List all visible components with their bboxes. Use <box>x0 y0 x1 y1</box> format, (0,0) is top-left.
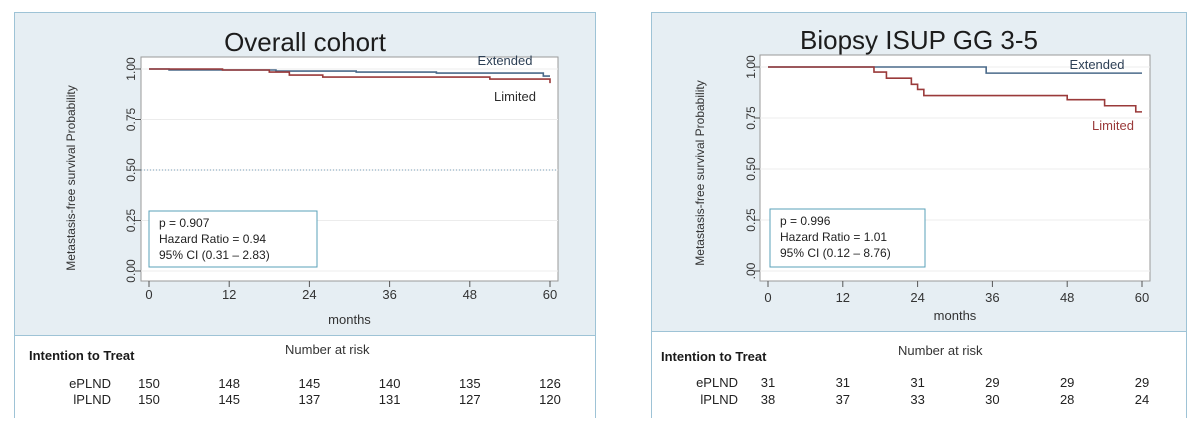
series-label-limited: Limited <box>1092 118 1134 133</box>
risk-table: Intention to Treat Number at risk ePLND … <box>15 335 595 418</box>
risk-row-label: lPLND <box>73 392 111 407</box>
x-tick-label: 48 <box>463 287 477 302</box>
series-line-limited <box>149 68 551 84</box>
x-tick-label: 12 <box>222 287 236 302</box>
risk-cell: 29 <box>985 375 1000 390</box>
stats-box <box>769 208 926 268</box>
chart-title: Biopsy ISUP GG 3-5 <box>800 25 1038 55</box>
y-tick-label: 0.75 <box>124 107 138 131</box>
y-tick-label: .00 <box>744 262 758 279</box>
risk-cell: 24 <box>1134 392 1150 407</box>
risk-cell: 135 <box>458 376 481 391</box>
risk-cell: 30 <box>985 392 1000 407</box>
y-tick-label: 0.25 <box>744 208 758 232</box>
risk-cell: 31 <box>910 375 925 390</box>
x-tick-label: 60 <box>543 287 557 302</box>
y-tick-label: 0.25 <box>124 208 138 232</box>
risk-cell: 28 <box>1059 392 1075 407</box>
y-tick-label: 1.00 <box>124 57 138 81</box>
series-label-extended: Extended <box>1070 57 1125 72</box>
km-plot: 0.00 0.25 0.50 0.75 1.00 0 12 24 36 48 60 months Met… <box>64 53 559 327</box>
risk-cell: 37 <box>835 392 851 407</box>
x-axis-label: months <box>328 312 371 327</box>
confidence-interval-label: 95% CI (0.12 – 8.76) <box>780 246 891 260</box>
km-plot: .00 0.25 0.50 0.75 1.00 0 12 24 36 48 60 months Meta… <box>693 54 1151 323</box>
risk-table-heading: Intention to Treat <box>29 348 135 363</box>
series-label-limited: Limited <box>494 89 536 104</box>
risk-cell: 31 <box>835 375 851 390</box>
series-label-extended: Extended <box>478 53 533 68</box>
x-tick-label: 60 <box>1135 290 1149 305</box>
x-tick-label: 24 <box>302 287 316 302</box>
risk-cell: 150 <box>138 392 160 407</box>
risk-cell: 150 <box>138 376 160 391</box>
hazard-ratio-label: Hazard Ratio = 1.01 <box>780 230 887 244</box>
confidence-interval-label: 95% CI (0.31 – 2.83) <box>159 248 270 262</box>
risk-cell: 38 <box>760 392 776 407</box>
risk-cell: 126 <box>539 376 561 391</box>
x-tick-label: 24 <box>910 290 924 305</box>
risk-table-heading: Intention to Treat <box>661 349 767 364</box>
y-tick-label: 0.50 <box>124 158 138 182</box>
y-tick-label: 0.50 <box>744 157 758 181</box>
risk-table-caption: Number at risk <box>285 342 370 357</box>
y-tick-label: 0.00 <box>124 259 138 283</box>
risk-cell: 33 <box>910 392 925 407</box>
risk-row-label: ePLND <box>69 376 111 391</box>
p-value-label: p = 0.996 <box>780 214 831 228</box>
risk-cell: 29 <box>1059 375 1075 390</box>
stats-box <box>148 210 318 268</box>
x-axis-label: months <box>934 308 977 323</box>
risk-cell: 148 <box>218 376 241 391</box>
x-tick-label: 36 <box>382 287 396 302</box>
risk-cell: 145 <box>298 376 321 391</box>
series-line-extended <box>149 68 550 77</box>
x-tick-label: 0 <box>764 290 771 305</box>
x-tick-label: 48 <box>1060 290 1074 305</box>
p-value-label: p = 0.907 <box>159 216 210 230</box>
risk-table-caption: Number at risk <box>898 343 983 358</box>
risk-cell: 120 <box>539 392 561 407</box>
y-tick-label: 0.75 <box>744 106 758 130</box>
risk-table: Intention to Treat Number at risk ePLND … <box>652 331 1186 418</box>
y-axis-label: Metastasis-free survival Probability <box>64 85 78 270</box>
hazard-ratio-label: Hazard Ratio = 0.94 <box>159 232 266 246</box>
series-line-extended <box>768 66 1142 74</box>
x-tick-label: 12 <box>836 290 850 305</box>
chart-panel-biopsy-isup: Biopsy ISUP GG 3-5 .00 0.25 0.50 0.75 1.00 0 1… <box>651 12 1187 418</box>
x-tick-label: 36 <box>985 290 999 305</box>
y-tick-label: 1.00 <box>744 55 758 79</box>
chart-title: Overall cohort <box>224 27 386 57</box>
risk-row-label: ePLND <box>696 375 738 390</box>
x-tick-label: 0 <box>145 287 152 302</box>
y-axis-label: Metastasis-free survival Probability <box>693 80 707 265</box>
risk-cell: 31 <box>760 375 776 390</box>
risk-cell: 137 <box>298 392 321 407</box>
chart-panel-overall-cohort: Overall cohort 0.00 0.25 0.50 0.75 1.00 0 12 24… <box>14 12 596 418</box>
risk-row-label: lPLND <box>700 392 738 407</box>
risk-cell: 127 <box>458 392 481 407</box>
series-line-limited <box>768 66 1142 113</box>
risk-cell: 140 <box>378 376 401 391</box>
risk-cell: 145 <box>218 392 241 407</box>
risk-cell: 29 <box>1134 375 1150 390</box>
risk-cell: 131 <box>378 392 401 407</box>
